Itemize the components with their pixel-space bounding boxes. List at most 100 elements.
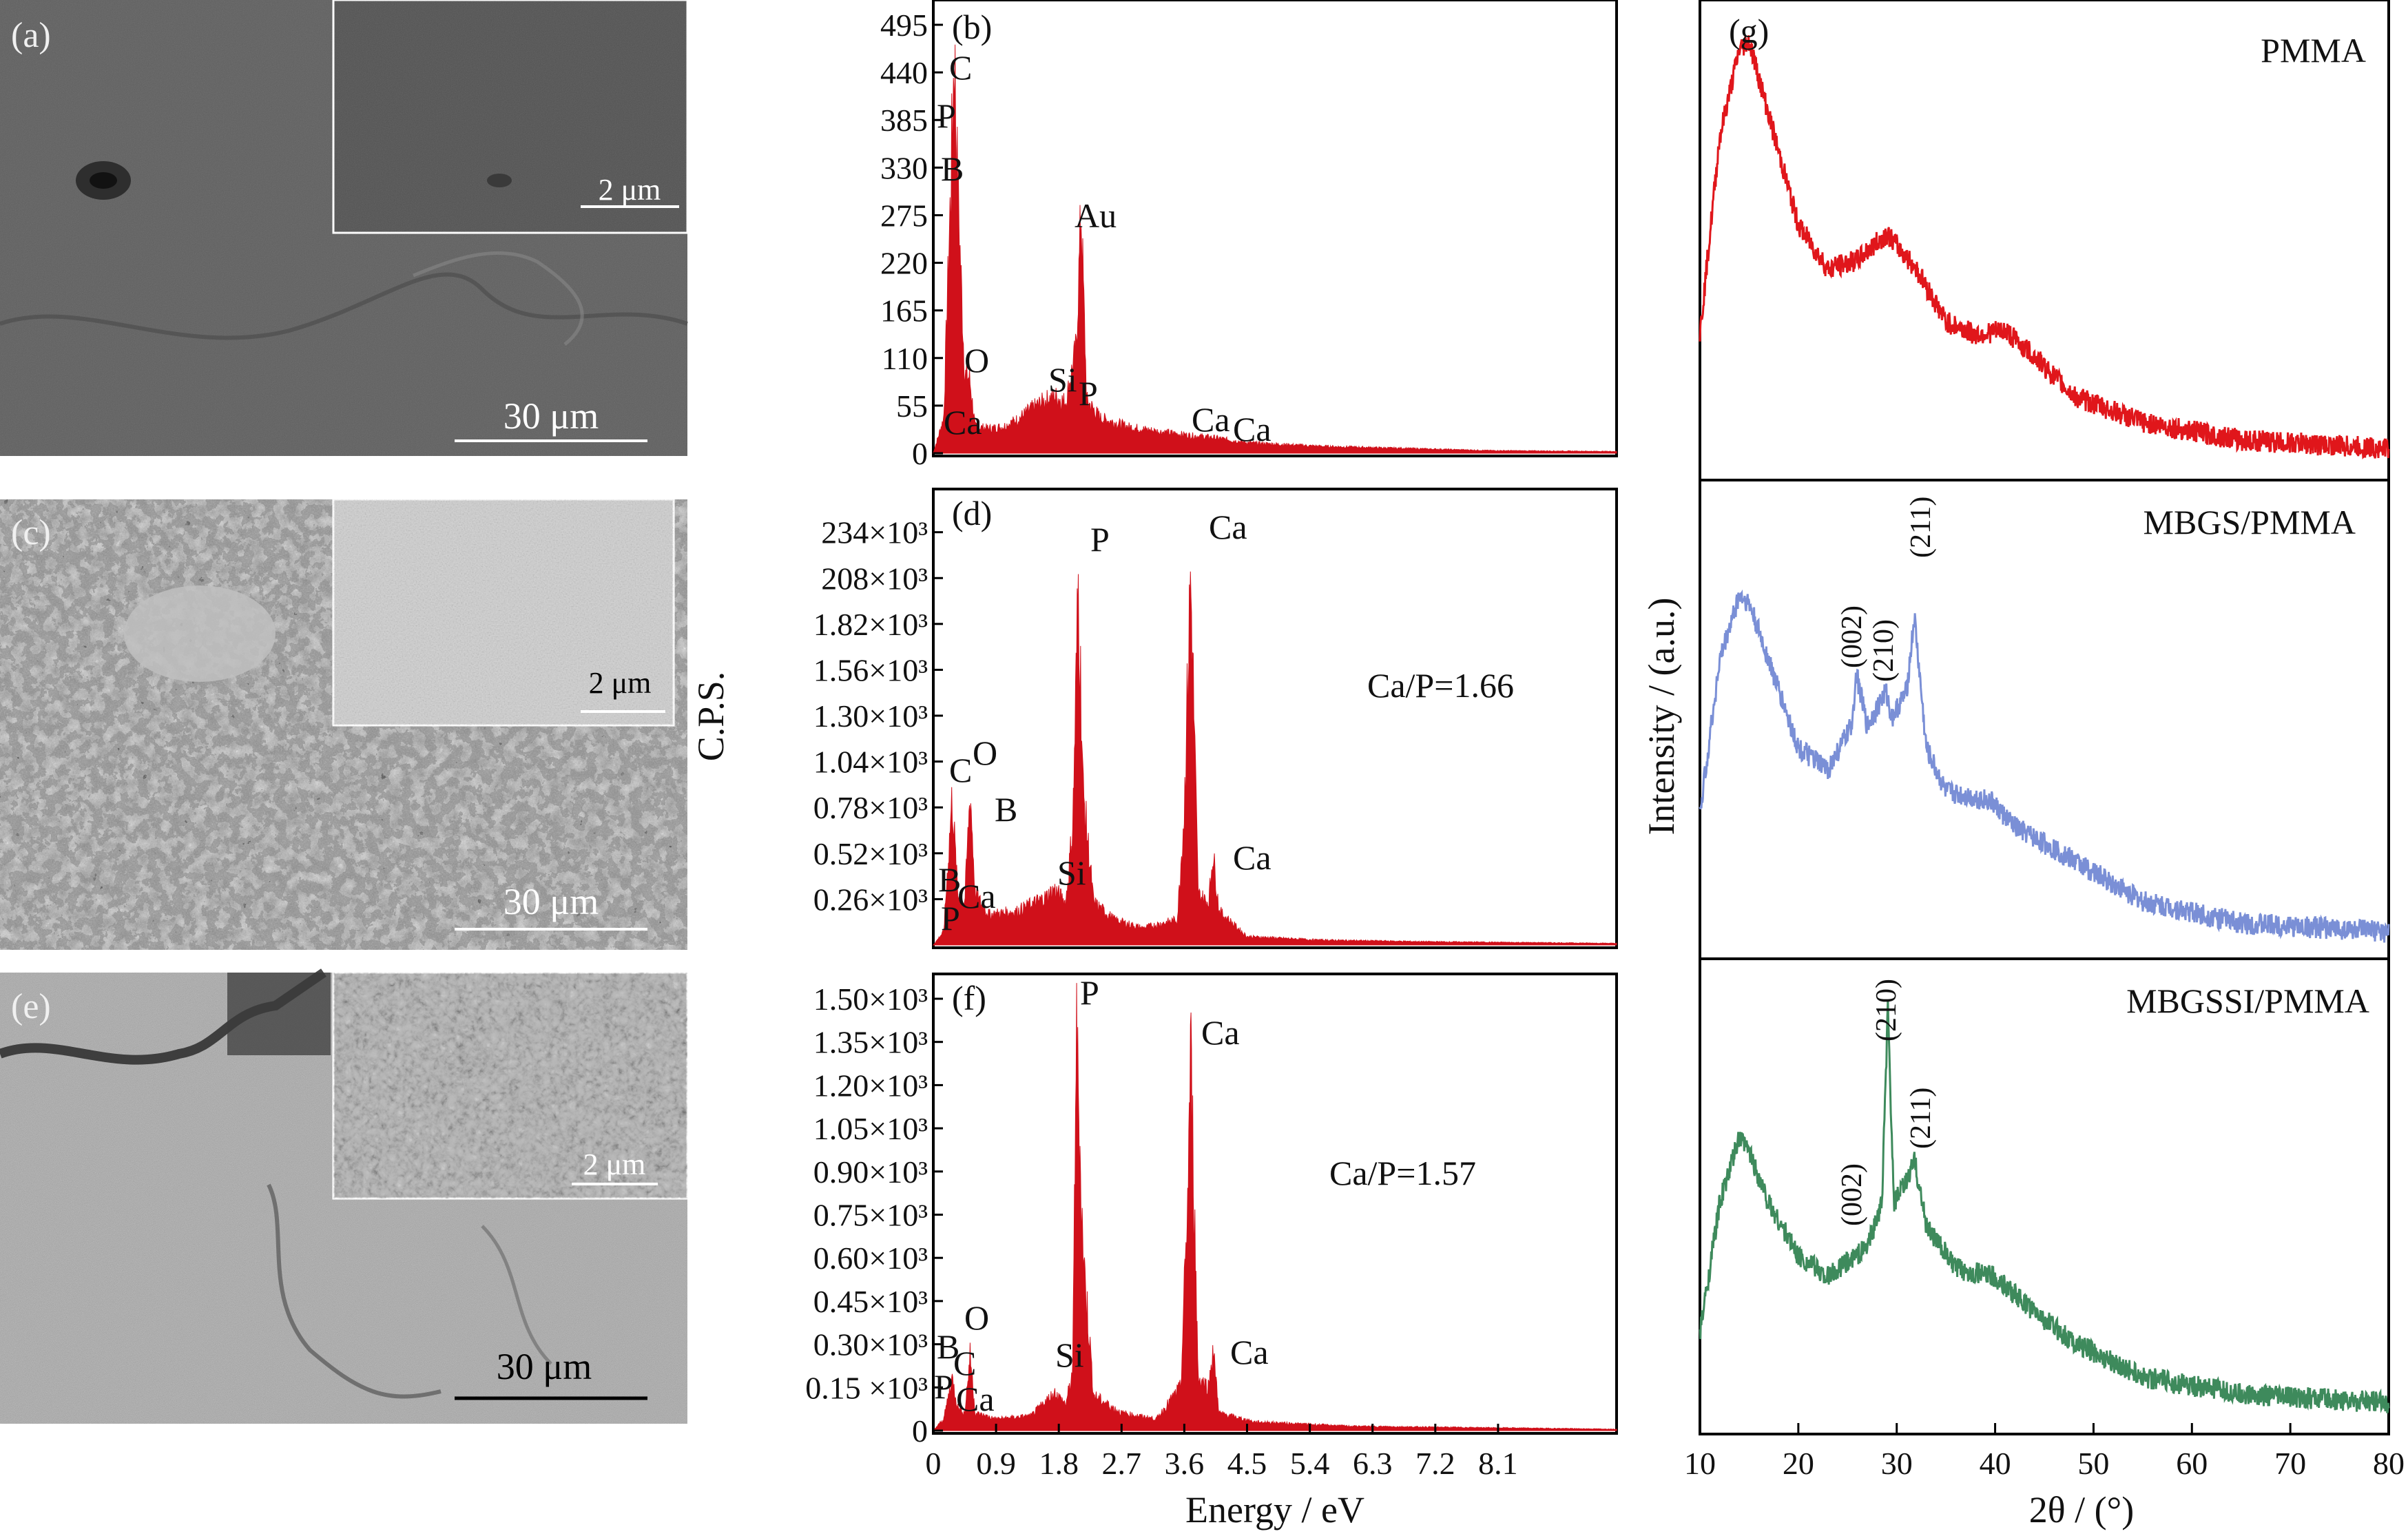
y-tick-label: 440: [880, 55, 928, 90]
peak-index-211: (211): [1905, 497, 1937, 558]
scale-label-main-c: 30 μm: [504, 881, 599, 922]
peak-label-Au: Au: [1075, 196, 1117, 235]
eds-panel-f: 0 0.15 ×10³ 0.30×10³ 0.45×10³ 0.60×10³ 0.75×1…: [805, 973, 1618, 1449]
peak-label-C: C: [949, 751, 972, 789]
panel-label-e: (e): [11, 987, 51, 1026]
x-tick-label: 70: [2274, 1446, 2306, 1481]
y-tick-label: 208×10³: [821, 561, 928, 596]
peak-label-P2: P: [1090, 520, 1110, 559]
peak-label-O: O: [973, 734, 997, 772]
y-tick-label: 495: [880, 8, 928, 43]
y-tick-label: 0: [912, 1413, 928, 1449]
eds-spectrum-b: [933, 44, 1617, 454]
peak-label-P: P: [941, 899, 960, 937]
scale-label-inset-c: 2 μm: [589, 666, 652, 700]
peak-label-Ca2: Ca: [1209, 508, 1247, 546]
x-tick-label: 0: [926, 1446, 942, 1481]
peak-label-B: B: [941, 149, 964, 188]
xrd-frame: [1699, 0, 2390, 1435]
peak-label-P2: P: [1079, 374, 1098, 413]
sem-panel-c: 2 μm 30 μm (c): [0, 498, 687, 950]
sem-panel-a: 2 μm 30 μm (a): [0, 0, 689, 456]
y-tick-label: 0.26×10³: [813, 882, 928, 917]
xrd-y-axis-title: Intensity / (a.u.): [1641, 598, 1682, 836]
y-tick-label: 55: [896, 388, 928, 424]
panel-label-d: (d): [952, 494, 992, 532]
eds-spectrum-area: [932, 571, 1617, 946]
y-tick-label: 234×10³: [821, 515, 928, 550]
y-tick-label: 165: [880, 293, 928, 329]
y-tick-label: 1.20×10³: [813, 1068, 928, 1103]
y-tick-label: 0.52×10³: [813, 836, 928, 871]
x-tick-label: 80: [2373, 1446, 2405, 1481]
eds-spectrum-d: [932, 571, 1617, 946]
y-tick-label: 1.04×10³: [813, 745, 928, 780]
ca-p-ratio-d: Ca/P=1.66: [1367, 666, 1514, 705]
peak-label-C: C: [949, 48, 972, 87]
peak-label-Ca: Ca: [956, 1380, 995, 1418]
x-tick-label: 1.8: [1039, 1446, 1079, 1481]
sem-panel-e: 2 μm 30 μm (e): [0, 968, 689, 1424]
y-tick-label: 0.30×10³: [813, 1327, 928, 1362]
peak-index-002: (002): [1836, 605, 1868, 668]
eds-panel-d: 0.26×10³ 0.52×10³ 0.78×10³ 1.04×10³ 1.30×10³…: [813, 488, 1618, 949]
y-tick-label: 0.60×10³: [813, 1241, 928, 1276]
xrd-patterns: [1699, 34, 2390, 1413]
peak-label-B2: B: [938, 860, 961, 899]
peak-label-Ca: Ca: [944, 403, 982, 442]
peak-label-Si: Si: [1057, 853, 1086, 892]
y-tick-label: 0.78×10³: [813, 790, 928, 825]
x-tick-label: 5.4: [1290, 1446, 1330, 1481]
peak-label-P2: P: [1080, 973, 1099, 1012]
xrd-x-axis-title: 2θ / (°): [2029, 1489, 2134, 1530]
peak-index-210: (210): [1868, 619, 1900, 682]
eds-x-axis-title: Energy / eV: [1185, 1489, 1364, 1530]
x-tick-label: 6.3: [1353, 1446, 1393, 1481]
x-tick-label: 10: [1684, 1446, 1716, 1481]
peak-label-O: O: [964, 1298, 989, 1337]
eds-y-ticks-f: 0 0.15 ×10³ 0.30×10³ 0.45×10³ 0.60×10³ 0.75×1…: [805, 982, 943, 1449]
peak-label-Ca2: Ca: [1192, 400, 1230, 439]
x-tick-label: 7.2: [1415, 1446, 1455, 1481]
x-tick-label: 60: [2176, 1446, 2208, 1481]
eds-y-ticks-b: 0 55 110 165 220 275 330 385 440 495: [880, 8, 943, 471]
y-tick-label: 1.30×10³: [813, 698, 928, 734]
scale-label-inset-e: 2 μm: [583, 1148, 646, 1181]
y-tick-label: 330: [880, 150, 928, 185]
y-tick-label: 275: [880, 198, 928, 233]
y-tick-label: 1.82×10³: [813, 607, 928, 642]
series-label-mbgs-pmma: MBGS/PMMA: [2144, 503, 2356, 541]
panel-label-a: (a): [11, 16, 51, 55]
scale-label-main-e: 30 μm: [497, 1346, 592, 1387]
peak-label-Ca3: Ca: [1233, 838, 1272, 877]
series-label-pmma: PMMA: [2261, 31, 2366, 70]
y-tick-label: 0.15 ×10³: [805, 1370, 928, 1405]
peak-label-B: B: [995, 790, 1017, 829]
scale-label-inset-a: 2 μm: [599, 173, 661, 207]
y-tick-label: 1.56×10³: [813, 652, 928, 687]
y-tick-label: 385: [880, 103, 928, 138]
x-tick-label: 50: [2077, 1446, 2109, 1481]
xrd-x-ticks: 10 20 30 40 50 60 70 80: [1684, 1423, 2405, 1481]
peak-label-P: P: [934, 1367, 953, 1406]
panel-label-c: (c): [11, 513, 51, 552]
x-tick-label: 0.9: [976, 1446, 1016, 1481]
y-tick-label: 0.45×10³: [813, 1284, 928, 1319]
eds-spectrum-area: [932, 983, 1617, 1431]
x-tick-label: 2.7: [1102, 1446, 1142, 1481]
x-tick-label: 40: [1980, 1446, 2011, 1481]
y-tick-label: 0.75×10³: [813, 1198, 928, 1233]
peak-index-211: (211): [1905, 1088, 1937, 1149]
eds-x-ticks: 0 0.9 1.8 2.7 3.6 4.5 5.4 6.3 7.2 8.1: [926, 1424, 1518, 1481]
peak-index-002: (002): [1836, 1163, 1868, 1226]
xrd-line: [1699, 589, 2390, 943]
eds-spectrum-area: [933, 44, 1617, 454]
x-tick-label: 20: [1783, 1446, 1814, 1481]
y-tick-label: 1.50×10³: [813, 982, 928, 1017]
y-tick-label: 0: [912, 436, 928, 471]
panel-label-b: (b): [952, 8, 992, 46]
xrd-panel-g: 10 20 30 40 50 60 70 80 (g) PMMA MBGS/PMMA MBGS…: [1684, 0, 2405, 1481]
peak-label-B: B: [937, 1327, 959, 1366]
